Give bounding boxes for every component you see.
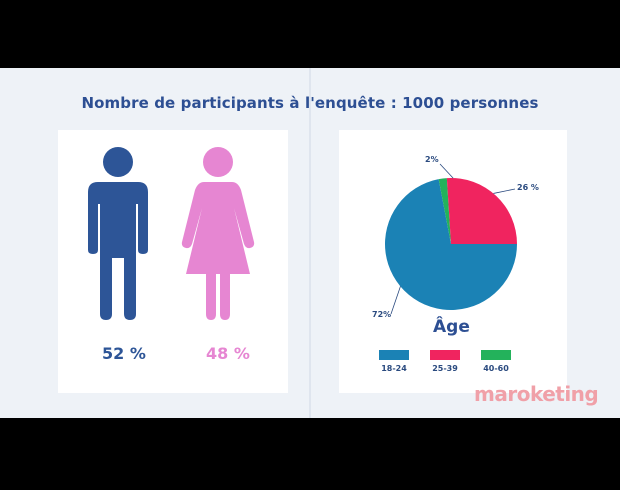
gender-card: 52 % 48 % <box>58 130 288 393</box>
legend-item-25-39: 25-39 <box>420 350 470 373</box>
female-person-icon <box>181 147 255 320</box>
infographic: Nombre de participants à l'enquête : 100… <box>0 68 620 418</box>
pie-label-18-24: 72% <box>372 310 392 319</box>
male-percentage: 52 % <box>102 344 146 363</box>
legend-swatch-18-24 <box>379 350 409 360</box>
pie-slice-18-24 <box>385 179 517 310</box>
pie-leader-40-60 <box>439 163 454 179</box>
pie-slice-25-39 <box>446 178 517 244</box>
female-percentage: 48 % <box>206 344 250 363</box>
headline: Nombre de participants à l'enquête : 100… <box>81 94 539 112</box>
legend-swatch-25-39 <box>430 350 460 360</box>
legend-label-18-24: 18-24 <box>381 364 407 373</box>
bottom-black-bar <box>0 418 620 490</box>
pie-slice-40-60 <box>438 178 451 244</box>
pie-label-40-60: 2% <box>425 155 439 164</box>
legend-item-40-60: 40-60 <box>471 350 521 373</box>
age-card: 2% 26 % 72% Âge 18-24 25-39 40-60 <box>339 130 567 393</box>
pie-leader-18-24 <box>390 286 401 315</box>
age-pie-chart <box>385 163 517 315</box>
male-person-icon <box>88 147 148 320</box>
pie-leader-25-39 <box>493 188 516 194</box>
top-black-bar <box>0 0 620 68</box>
pie-title: Âge <box>433 317 470 337</box>
pie-label-25-39: 26 % <box>517 183 539 192</box>
legend-item-18-24: 18-24 <box>369 350 419 373</box>
legend-swatch-40-60 <box>481 350 511 360</box>
legend-label-40-60: 40-60 <box>483 364 509 373</box>
legend-label-25-39: 25-39 <box>432 364 458 373</box>
brand-logo: maroketing <box>474 382 599 406</box>
panel-divider <box>309 68 311 418</box>
